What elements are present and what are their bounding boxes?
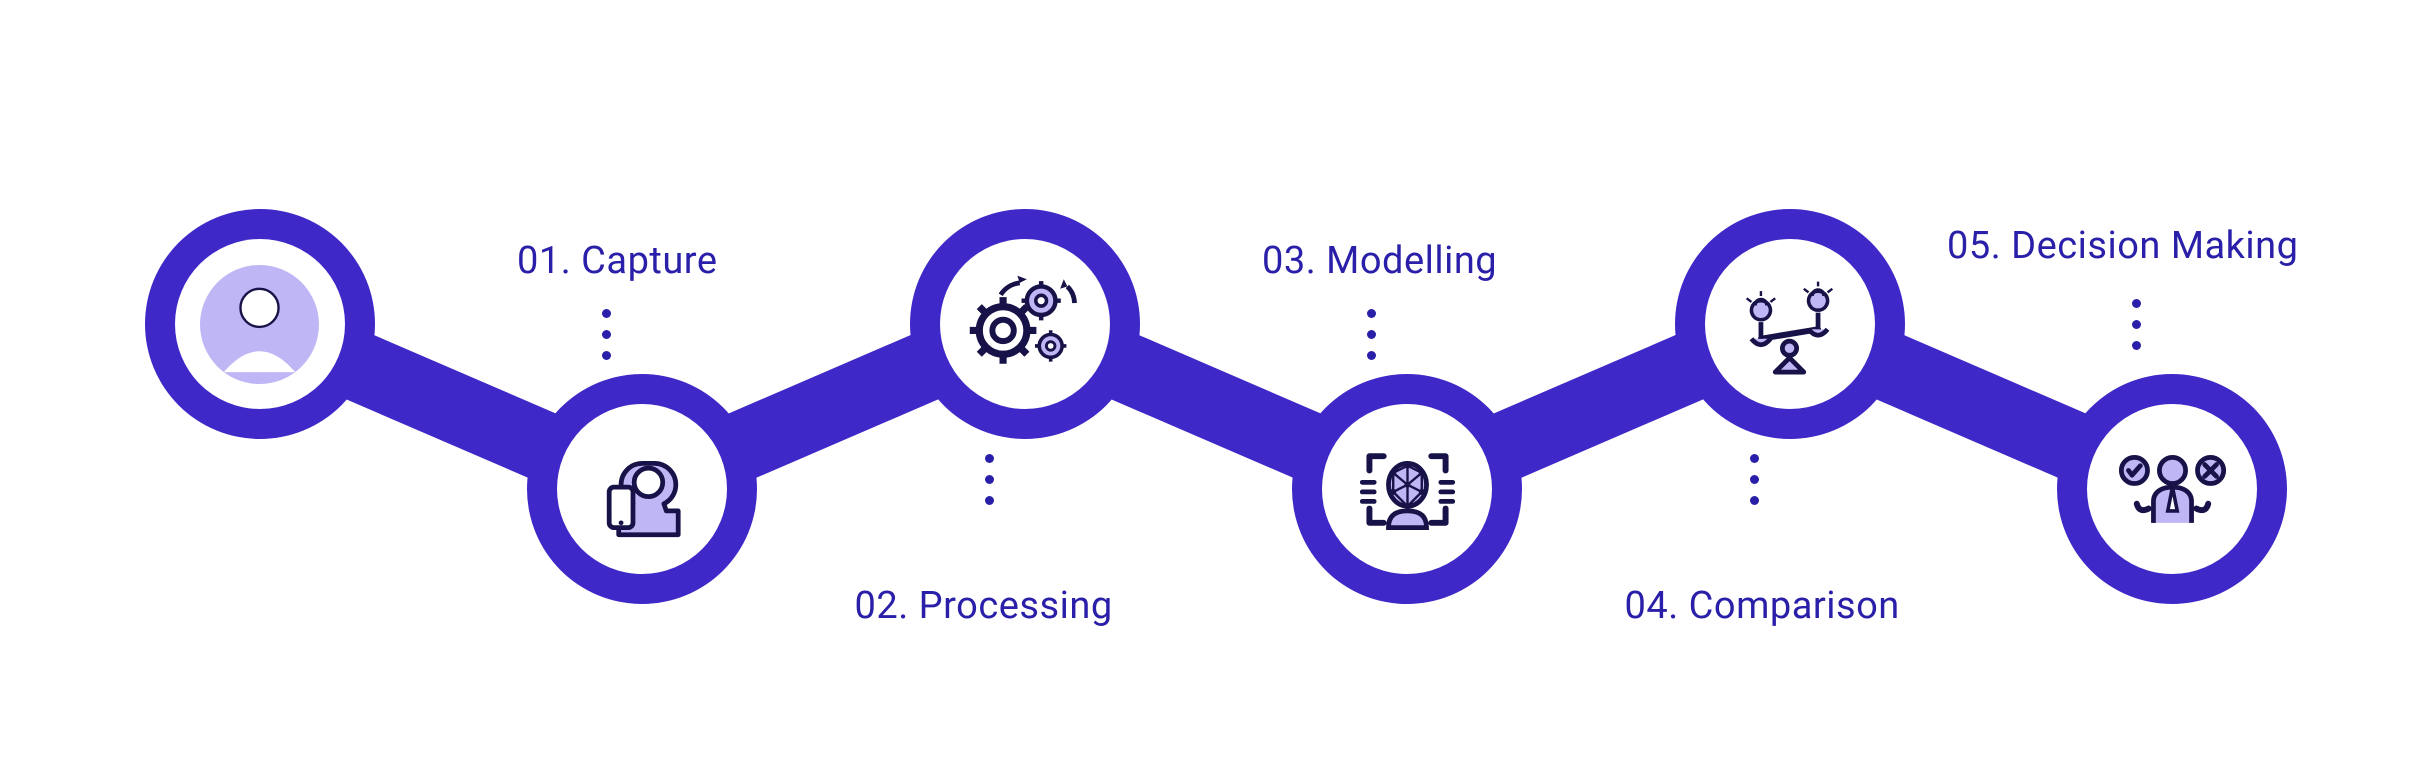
step-title: Capture <box>581 239 717 283</box>
step-label-capture: 01. Capture <box>517 239 717 283</box>
step-title: Comparison <box>1689 584 1900 628</box>
process-infographic: 01. Capture 02. Processing 03. Modelling 04… <box>0 0 2424 776</box>
step-title: Decision Making <box>2011 224 2298 268</box>
step-number: 05. <box>1947 224 2001 268</box>
step-title: Modelling <box>1326 239 1497 283</box>
decision-icon <box>2087 404 2257 574</box>
connector-dots <box>1750 454 1759 505</box>
avatar-icon <box>175 239 345 409</box>
step-number: 02. <box>855 584 909 628</box>
step-label-decision: 05. Decision Making <box>1947 224 2299 268</box>
step-node-comparison <box>1675 209 1905 439</box>
step-label-comparison: 04. Comparison <box>1625 584 1900 628</box>
step-label-modelling: 03. Modelling <box>1262 239 1497 283</box>
step-node-start <box>145 209 375 439</box>
balance-icon <box>1705 239 1875 409</box>
step-title: Processing <box>919 584 1113 628</box>
step-node-modelling <box>1292 374 1522 604</box>
connector-dots <box>985 454 994 505</box>
step-node-capture <box>527 374 757 604</box>
step-number: 04. <box>1625 584 1679 628</box>
step-number: 01. <box>517 239 571 283</box>
connector-dots <box>2132 299 2141 350</box>
step-label-processing: 02. Processing <box>855 584 1113 628</box>
selfie-icon <box>557 404 727 574</box>
face-mesh-icon <box>1322 404 1492 574</box>
step-number: 03. <box>1262 239 1316 283</box>
gears-icon <box>940 239 1110 409</box>
connector-dots <box>602 309 611 360</box>
step-node-decision <box>2057 374 2287 604</box>
connector-dots <box>1367 309 1376 360</box>
step-node-processing <box>910 209 1140 439</box>
